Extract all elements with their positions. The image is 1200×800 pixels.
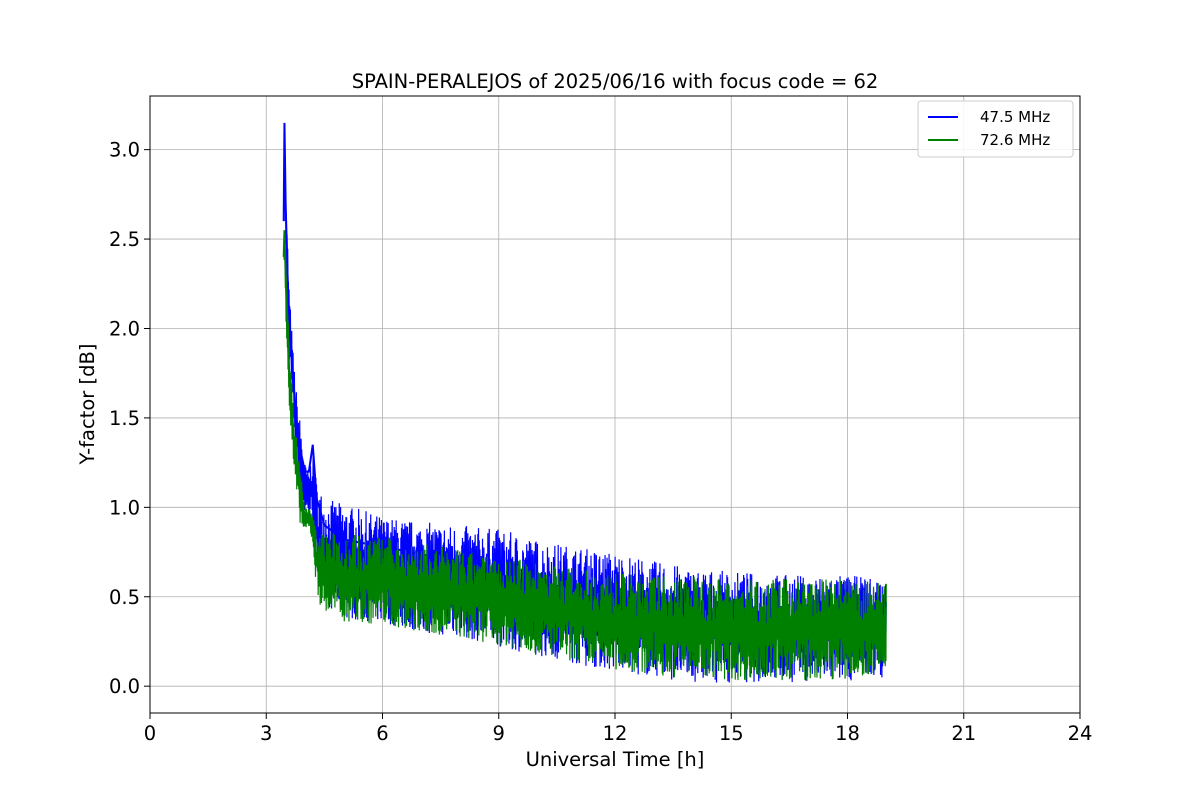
y-axis-label: Y-factor [dB] — [76, 344, 99, 466]
y-tick-label: 1.5 — [109, 407, 140, 430]
y-tick-label: 0.5 — [109, 586, 140, 609]
chart-title: SPAIN-PERALEJOS of 2025/06/16 with focus… — [352, 70, 879, 93]
series-line — [282, 230, 887, 638]
legend-label: 47.5 MHz — [980, 108, 1050, 126]
x-axis-label: Universal Time [h] — [526, 748, 705, 771]
x-tick-label: 3 — [260, 722, 272, 745]
plot-area: 0 3 6 9 12 15 18 21 24 0.0 0.5 1.0 1.5 2.0 2.5 3.0 — [109, 95, 1093, 745]
x-tick-label: 6 — [376, 722, 388, 745]
x-tick-label: 24 — [1068, 722, 1093, 745]
legend: 47.5 MHz 72.6 MHz — [917, 100, 1074, 158]
x-tick-label: 9 — [493, 722, 505, 745]
y-tick-label: 2.5 — [109, 228, 140, 251]
x-tick-label: 18 — [835, 722, 860, 745]
y-tick-label: 1.0 — [109, 496, 140, 519]
x-tick-label: 21 — [951, 722, 976, 745]
y-tick-label: 3.0 — [109, 139, 140, 162]
legend-label: 72.6 MHz — [980, 131, 1050, 149]
series-trace — [283, 147, 887, 683]
x-tick-label: 15 — [719, 722, 744, 745]
y-tick-label: 2.0 — [109, 317, 140, 340]
y-tick-label: 0.0 — [109, 675, 140, 698]
series-47-5-mhz — [282, 122, 887, 683]
x-tick-label: 12 — [603, 722, 628, 745]
series-72-6-mhz — [282, 230, 887, 681]
series-trace — [283, 236, 887, 681]
x-tick-label: 0 — [144, 722, 156, 745]
legend-box — [917, 100, 1074, 158]
series-line — [282, 122, 887, 630]
